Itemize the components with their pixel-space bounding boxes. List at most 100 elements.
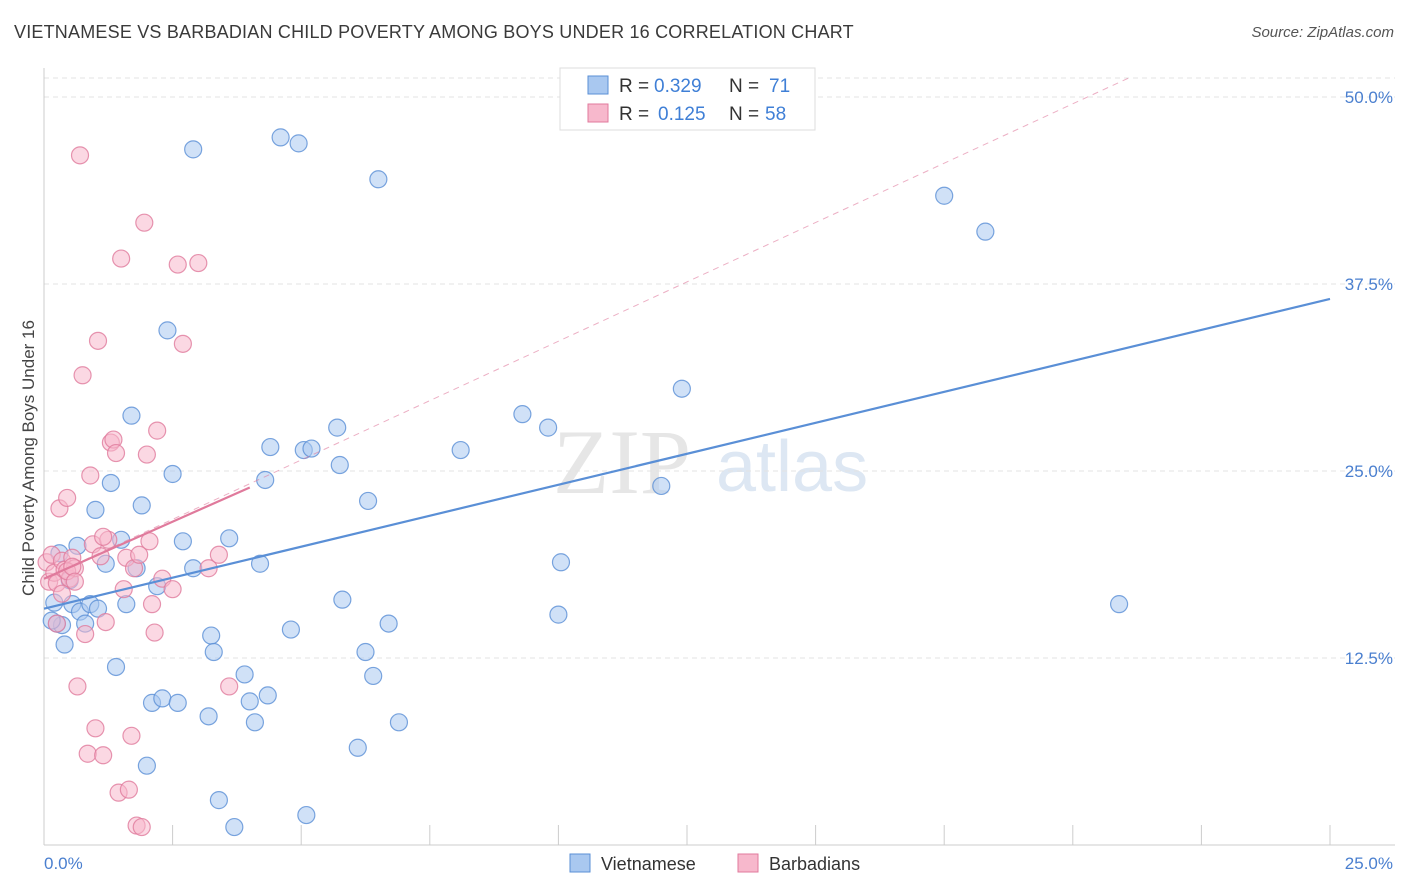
point-barbadians: [130, 545, 149, 564]
legend-n-label-barbadians: N =: [729, 104, 759, 125]
point-vietnamese: [235, 665, 254, 684]
tick-labels: 12.5% 25.0% 37.5% 50.0% 0.0% 25.0%: [44, 88, 1393, 873]
point-vietnamese: [935, 186, 954, 205]
point-vietnamese: [153, 689, 172, 708]
point-vietnamese: [106, 657, 126, 677]
point-vietnamese: [132, 496, 151, 515]
point-barbadians: [86, 719, 105, 738]
point-vietnamese: [163, 464, 182, 484]
trend-line-barbadians: [43, 486, 251, 580]
point-vietnamese: [245, 713, 265, 732]
legend-r-label-barbadians: R =: [619, 104, 649, 125]
point-vietnamese: [101, 473, 120, 493]
point-barbadians: [94, 746, 113, 765]
watermark: ZIP atlas: [553, 411, 868, 513]
point-vietnamese: [333, 590, 352, 609]
point-barbadians: [173, 334, 192, 353]
trend-lines: [43, 76, 1331, 610]
point-barbadians: [81, 466, 100, 485]
point-vietnamese: [389, 713, 409, 732]
bottom-legend: Vietnamese Barbadians: [569, 853, 860, 874]
y-axis-label: Child Poverty Among Boys Under 16: [19, 320, 38, 596]
point-vietnamese: [551, 553, 571, 572]
legend-r-value-vietnamese: 0.329: [654, 76, 702, 97]
point-vietnamese: [220, 529, 239, 548]
point-vietnamese: [250, 554, 270, 573]
legend-n-value-barbadians: 58: [765, 104, 786, 125]
point-vietnamese: [513, 405, 532, 424]
point-vietnamese: [281, 620, 301, 639]
point-vietnamese: [549, 605, 568, 624]
point-vietnamese: [158, 321, 177, 340]
watermark-atlas: atlas: [716, 427, 868, 507]
source-label: Source: ZipAtlas.com: [1251, 24, 1394, 41]
point-vietnamese: [328, 418, 347, 437]
point-barbadians: [137, 445, 156, 464]
legend-n-value-vietnamese: 71: [769, 76, 790, 97]
point-barbadians: [70, 146, 90, 165]
y-tick-label: 50.0%: [1345, 88, 1393, 107]
bottom-legend-swatch-barbadians: [737, 853, 759, 873]
bottom-legend-swatch-vietnamese: [569, 853, 591, 873]
point-barbadians: [209, 545, 228, 564]
point-vietnamese: [451, 440, 470, 460]
chart-title: VIETNAMESE VS BARBADIAN CHILD POVERTY AM…: [14, 22, 854, 42]
point-barbadians: [58, 488, 77, 508]
point-barbadians: [94, 527, 113, 546]
point-barbadians: [78, 744, 97, 763]
axes: [43, 68, 1395, 846]
point-vietnamese: [289, 134, 308, 153]
y-tick-label: 12.5%: [1345, 649, 1393, 668]
point-vietnamese: [117, 595, 136, 614]
legend-r-value-barbadians: 0.125: [658, 104, 706, 125]
legend-swatch-vietnamese: [587, 75, 609, 95]
point-vietnamese: [88, 599, 108, 618]
point-barbadians: [76, 624, 95, 644]
point-vietnamese: [348, 738, 367, 757]
point-barbadians: [168, 255, 187, 274]
trend-extended-barbadians: [43, 76, 1132, 580]
point-barbadians: [132, 817, 151, 837]
watermark-zip: ZIP: [553, 411, 691, 513]
bottom-legend-label-barbadians: Barbadians: [769, 854, 860, 874]
point-vietnamese: [364, 666, 383, 686]
point-vietnamese: [137, 756, 156, 775]
point-vietnamese: [184, 140, 203, 159]
point-vietnamese: [271, 128, 290, 147]
point-vietnamese: [539, 418, 558, 437]
y-tick-label: 25.0%: [1345, 462, 1393, 481]
point-barbadians: [106, 443, 126, 463]
point-vietnamese: [209, 791, 228, 810]
point-barbadians: [142, 595, 162, 614]
point-barbadians: [88, 331, 108, 350]
point-vietnamese: [672, 379, 691, 398]
legend-r-label-vietnamese: R =: [619, 76, 649, 97]
legend-n-label-vietnamese: N =: [729, 76, 759, 97]
point-vietnamese: [261, 437, 280, 457]
point-barbadians: [65, 572, 84, 591]
point-vietnamese: [204, 642, 223, 662]
point-vietnamese: [225, 817, 244, 837]
legend: R = 0.329 N = 71 R = 0.125 N = 58: [559, 67, 816, 131]
point-vietnamese: [199, 707, 218, 726]
point-vietnamese: [240, 692, 259, 711]
point-barbadians: [148, 421, 167, 440]
point-barbadians: [96, 612, 115, 632]
point-barbadians: [73, 366, 92, 385]
point-barbadians: [135, 213, 154, 232]
x-tick-label: 0.0%: [44, 854, 83, 873]
point-vietnamese: [1109, 595, 1129, 614]
point-vietnamese: [652, 476, 671, 496]
point-vietnamese: [256, 470, 275, 490]
point-vietnamese: [976, 222, 995, 241]
point-barbadians: [68, 677, 87, 696]
legend-swatch-barbadians: [587, 103, 609, 123]
data-points: [37, 128, 1129, 837]
point-vietnamese: [173, 532, 192, 551]
point-barbadians: [189, 253, 208, 273]
point-vietnamese: [55, 635, 74, 654]
point-barbadians: [163, 580, 182, 599]
bottom-legend-label-vietnamese: Vietnamese: [601, 854, 696, 874]
point-barbadians: [112, 249, 131, 268]
